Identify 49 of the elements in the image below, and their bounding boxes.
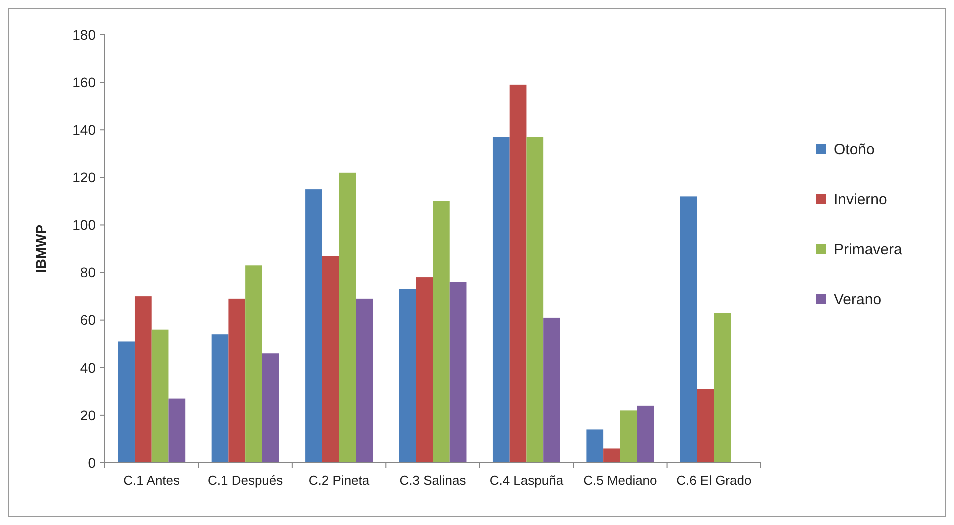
- x-tick-label: C.6 El Grado: [676, 473, 752, 488]
- bar: [433, 201, 450, 463]
- bar: [339, 172, 356, 463]
- y-tick-label: 60: [80, 312, 96, 328]
- bar: [714, 313, 732, 463]
- legend-label: Invierno: [834, 191, 888, 208]
- x-tick-label: C.1 Después: [208, 473, 284, 488]
- y-tick-label: 100: [72, 217, 96, 234]
- bar: [356, 298, 374, 463]
- bar: [637, 406, 654, 463]
- bar: [322, 256, 340, 463]
- bar: [212, 334, 229, 463]
- y-tick-label: 160: [72, 74, 96, 90]
- y-tick-label: 0: [88, 454, 96, 471]
- x-tick-label: C.5 Mediano: [584, 473, 658, 488]
- x-tick-label: C.2 Pineta: [308, 473, 370, 488]
- y-axis-title: IBMWP: [33, 224, 49, 274]
- x-tick-label: C.4 Laspuña: [490, 473, 564, 488]
- y-tick-label: 40: [80, 360, 96, 376]
- bar: [306, 190, 322, 463]
- bar: [168, 398, 186, 463]
- bar: [586, 430, 604, 463]
- bar: [697, 389, 714, 463]
- bar: [246, 266, 262, 463]
- bar: [399, 289, 416, 463]
- legend-label: Verano: [834, 291, 882, 308]
- y-tick-label: 180: [72, 26, 96, 43]
- y-tick-label: 140: [72, 122, 96, 138]
- bar: [134, 296, 152, 463]
- bar: [416, 278, 433, 463]
- bar: [526, 137, 544, 463]
- bar: [262, 354, 280, 463]
- bar: [620, 410, 638, 463]
- y-tick-label: 120: [72, 170, 96, 186]
- bar: [228, 298, 246, 463]
- bar: [492, 137, 510, 463]
- bar: [118, 342, 135, 463]
- y-tick-label: 80: [80, 264, 96, 281]
- legend-label: Primavera: [834, 241, 904, 258]
- y-tick-label: 20: [80, 407, 96, 424]
- bar: [604, 448, 620, 463]
- bar: [680, 196, 698, 463]
- bar: [450, 282, 467, 463]
- x-tick-label: C.1 Antes: [124, 473, 181, 488]
- legend-label: Otoño: [834, 141, 875, 158]
- bar: [510, 84, 527, 463]
- bar: [152, 330, 169, 463]
- x-tick-label: C.3 Salinas: [400, 473, 467, 488]
- bar: [544, 318, 560, 463]
